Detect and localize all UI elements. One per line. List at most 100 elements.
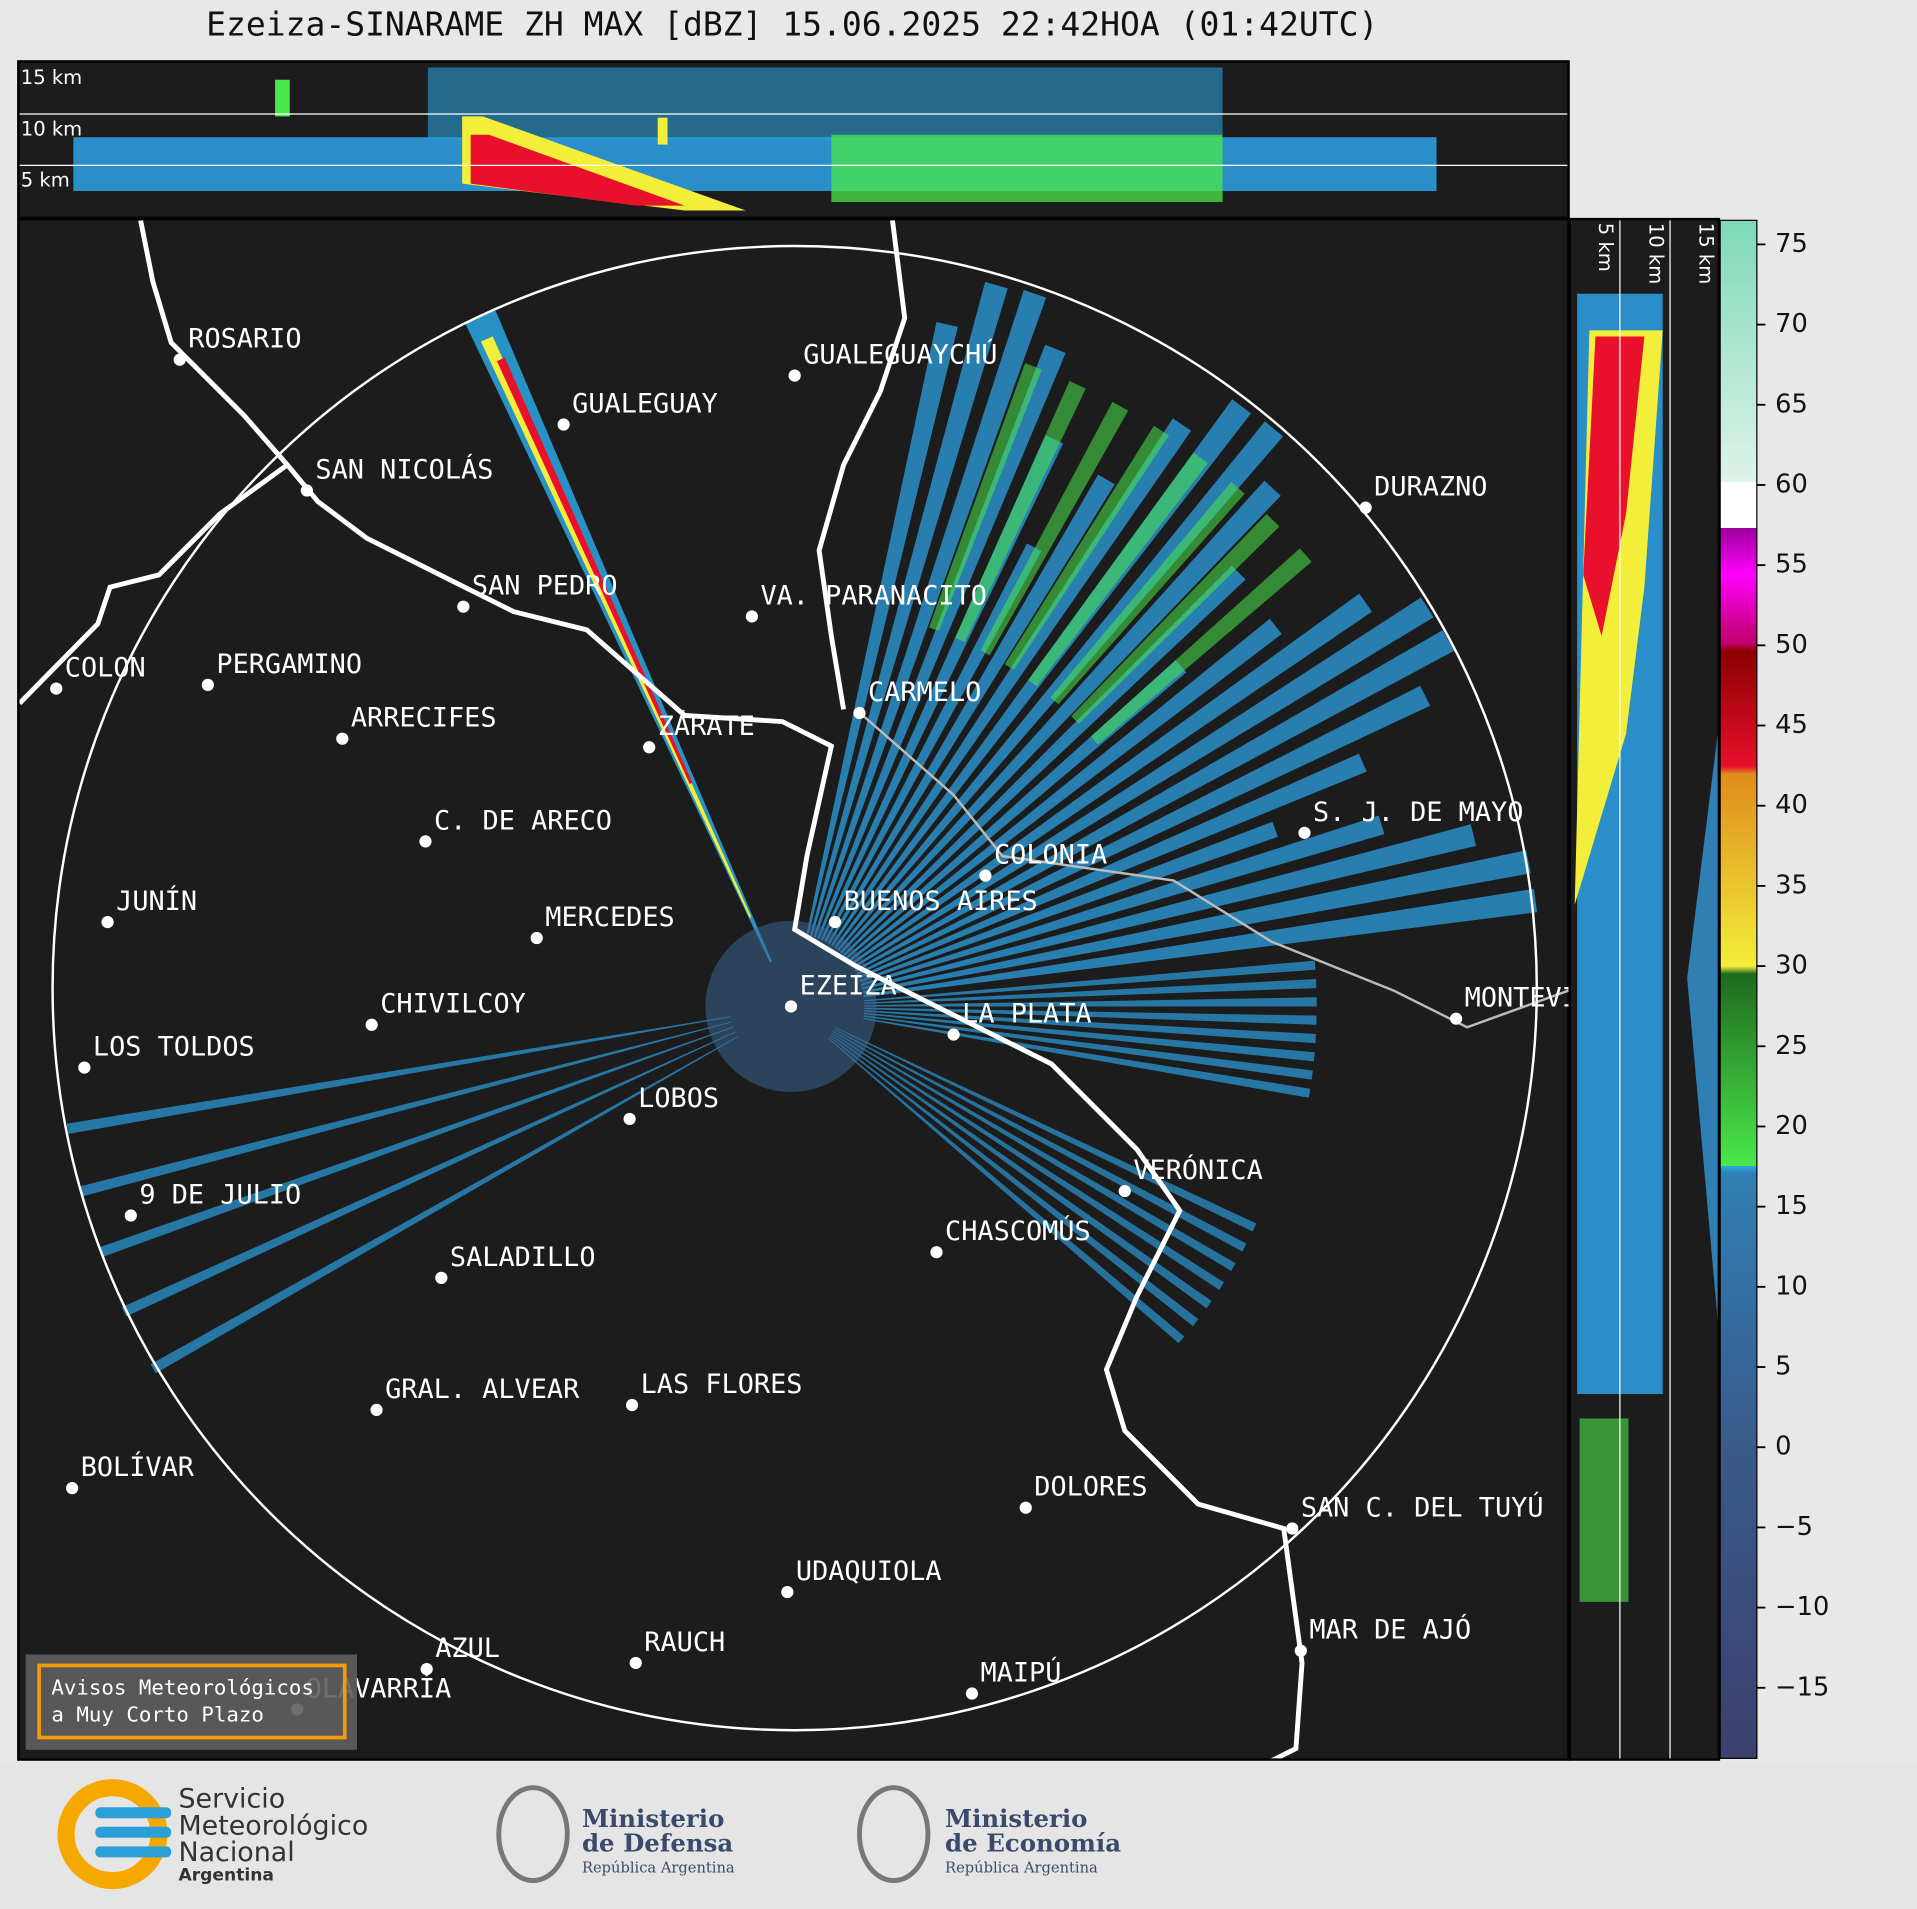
city-label: CHASCOMÚS (945, 1215, 1091, 1247)
city-dot (1359, 501, 1372, 514)
city-dot (457, 600, 470, 613)
echo (832, 1030, 1236, 1271)
echo (859, 821, 1278, 983)
logo-text: Ministerio (945, 1804, 1087, 1833)
city-dot (625, 1398, 639, 1412)
city-dot (173, 353, 186, 366)
echo (864, 997, 1317, 1007)
logo-text: de Defensa (582, 1829, 733, 1858)
city-label: C. DE ARECO (434, 805, 612, 836)
city-label: LOS TOLDOS (93, 1032, 255, 1063)
city-label: SAN C. DEL TUYÚ (1301, 1491, 1544, 1523)
echo (830, 418, 1192, 947)
city-dot (78, 1061, 91, 1074)
colorbar-tick-label: 5 (1775, 1352, 1791, 1382)
city-dot (530, 931, 543, 945)
city-label: S. J. DE MAYO (1313, 797, 1523, 828)
colorbar-tick-label: 25 (1775, 1031, 1808, 1061)
city-dot (101, 915, 114, 929)
height-label: 15 km (21, 66, 82, 89)
city-dot (419, 835, 432, 848)
echo (955, 380, 1086, 643)
city-label: GRAL. ALVEAR (385, 1374, 580, 1405)
city-label: PERGAMINO (216, 649, 362, 680)
echo (861, 824, 1477, 990)
title: Ezeiza-SINARAME ZH MAX [dBZ] 15.06.2025 … (206, 5, 1378, 44)
city-label: AZUL (435, 1633, 500, 1664)
logo-text: Ministerio (582, 1804, 724, 1833)
echo (1050, 481, 1245, 705)
echo (831, 134, 1223, 203)
colorbar-tick-label: 55 (1775, 550, 1808, 580)
echo (864, 1007, 1317, 1025)
city-label: LA PLATA (962, 999, 1091, 1030)
map-lines (19, 220, 1569, 1759)
colorbar-tick-label: 35 (1775, 870, 1808, 900)
coastline (138, 220, 1305, 1759)
city-label: DURAZNO (1374, 472, 1487, 503)
echo (827, 1037, 1185, 1344)
city-dot (201, 678, 214, 692)
echo (863, 1017, 1311, 1098)
echo (1090, 548, 1312, 745)
top-echoes (73, 67, 1437, 211)
echo (1583, 336, 1645, 637)
city-label: VA. PARANACITO (760, 580, 987, 611)
colorbar-tick-label: 30 (1775, 951, 1808, 981)
colorbar-tick-label: −5 (1775, 1512, 1813, 1542)
echo (862, 850, 1531, 994)
colorbar-tick-label: 65 (1775, 389, 1808, 419)
warning-box[interactable] (37, 1663, 347, 1740)
city-dot (629, 1656, 642, 1670)
echo (863, 1015, 1313, 1080)
footer (0, 1762, 1917, 1909)
city-dot (1298, 826, 1311, 839)
colorbar-tick-label: 75 (1775, 229, 1808, 259)
city-dot (1294, 1644, 1307, 1657)
echo (835, 1027, 1257, 1232)
city-label: SAN PEDRO (472, 571, 618, 602)
echo (842, 565, 1246, 957)
city-label: MONTEVIDEO (1465, 983, 1627, 1014)
city-label: ARRECIFES (351, 703, 497, 734)
city-dot (1118, 1184, 1131, 1198)
city-label: LOBOS (638, 1083, 719, 1114)
echo (150, 1036, 739, 1374)
economia-logo: Ministerio de Economía República Argenti… (857, 1785, 1121, 1884)
cities: ROSARIO SAN NICOLÁS GUALEGUAY GUALEGUAYCHÚ S… (50, 324, 1627, 1716)
echo (470, 134, 685, 206)
city-dot (336, 732, 349, 745)
colorbar-tick-label: −15 (1775, 1672, 1829, 1702)
city-dot (365, 1018, 378, 1031)
echo (1687, 733, 1718, 1321)
city-dot (781, 1585, 794, 1599)
colorbar-tick-label: 40 (1775, 790, 1808, 820)
city-label: BOLÍVAR (81, 1451, 195, 1483)
city-dot (1019, 1501, 1032, 1514)
echo (980, 401, 1129, 656)
colorbar-tick-label: 15 (1775, 1191, 1808, 1221)
city-dot (300, 484, 313, 497)
echo (657, 117, 668, 145)
logo-text: Nacional (178, 1837, 294, 1868)
height-label: 10 km (1644, 223, 1667, 284)
logo-text: República Argentina (945, 1859, 1098, 1876)
city-label: SALADILLO (450, 1242, 596, 1273)
city-label: CARMELO (868, 677, 981, 708)
river (816, 220, 908, 710)
colorbar-tick-label: 0 (1775, 1432, 1791, 1462)
echo (829, 1036, 1199, 1327)
echo (806, 321, 958, 936)
echo (858, 753, 1367, 979)
colorbar-tick-label: 50 (1775, 630, 1808, 660)
colorbar (1719, 219, 1758, 1759)
colorbar-tick-label: 70 (1775, 309, 1808, 339)
echo (852, 597, 1434, 969)
emblem (857, 1785, 931, 1884)
echo (73, 137, 1437, 192)
map-echoes (66, 281, 1538, 1374)
height-label: 15 km (1694, 223, 1717, 284)
colorbar-tick-label: 60 (1775, 469, 1808, 499)
city-label: RAUCH (644, 1627, 725, 1658)
